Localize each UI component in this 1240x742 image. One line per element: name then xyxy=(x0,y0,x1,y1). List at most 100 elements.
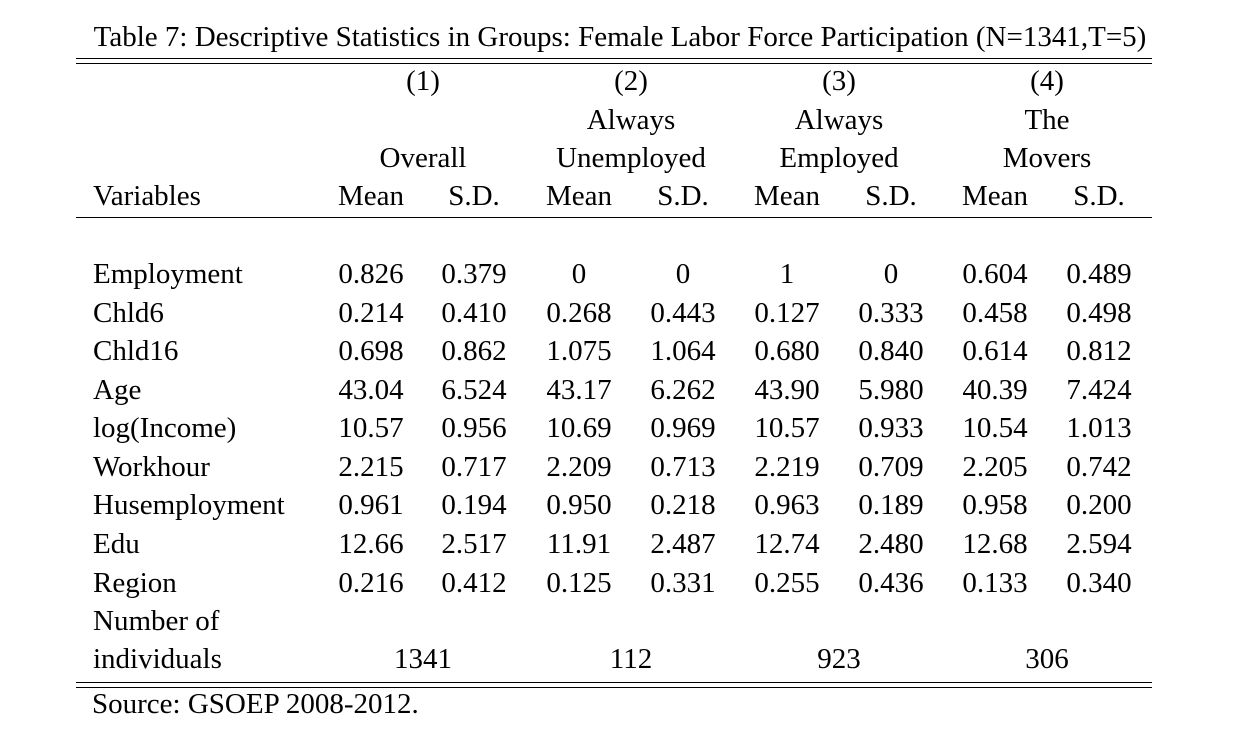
table-cell: 0 xyxy=(883,258,899,290)
table-cell: 6.524 xyxy=(441,374,507,406)
table-cell: 0.340 xyxy=(1066,567,1132,599)
top-rule-1 xyxy=(76,58,1152,59)
table-cell: 0.604 xyxy=(962,258,1028,290)
table-cell: 0.218 xyxy=(650,489,716,521)
table-cell: 0.969 xyxy=(650,412,716,444)
group-number: (2) xyxy=(614,65,648,97)
table-cell: 0.214 xyxy=(338,297,404,329)
table-cell: 0.200 xyxy=(1066,489,1132,521)
table-cell: 0.826 xyxy=(338,258,404,290)
table-cell: 5.980 xyxy=(858,374,924,406)
group-title-line2: Employed xyxy=(779,142,899,174)
stat-header: S.D. xyxy=(657,180,709,212)
stat-header: Mean xyxy=(961,180,1029,212)
bottom-rule-2 xyxy=(76,687,1152,688)
table-cell: 0.862 xyxy=(441,335,507,367)
table-cell: 0.713 xyxy=(650,451,716,483)
count-value: 923 xyxy=(817,643,861,675)
table-cell: 0.410 xyxy=(441,297,507,329)
table-cell: 2.219 xyxy=(754,451,820,483)
variables-header: Variables xyxy=(93,180,201,212)
stat-header: S.D. xyxy=(448,180,500,212)
row-label: Edu xyxy=(93,528,140,560)
stat-header: Mean xyxy=(753,180,821,212)
table-cell: 0 xyxy=(571,258,587,290)
table-cell: 0.614 xyxy=(962,335,1028,367)
row-label: Chld16 xyxy=(93,335,179,367)
table-cell: 0.443 xyxy=(650,297,716,329)
row-label: Chld6 xyxy=(93,297,164,329)
table-cell: 0.698 xyxy=(338,335,404,367)
table-cell: 10.57 xyxy=(338,412,404,444)
table-cell: 0.840 xyxy=(858,335,924,367)
stat-header: S.D. xyxy=(865,180,917,212)
table-cell: 0.489 xyxy=(1066,258,1132,290)
table-cell: 11.91 xyxy=(546,528,612,560)
table-cell: 12.74 xyxy=(754,528,820,560)
stat-header: Mean xyxy=(545,180,613,212)
row-label: Employment xyxy=(93,258,243,290)
table-cell: 0.125 xyxy=(546,567,612,599)
group-title-line1: Always xyxy=(794,104,884,136)
table-cell: 1.064 xyxy=(650,335,716,367)
table-cell: 43.04 xyxy=(338,374,404,406)
table-cell: 1.013 xyxy=(1066,412,1132,444)
table-cell: 0.709 xyxy=(858,451,924,483)
row-label: log(Income) xyxy=(93,412,237,444)
group-title-line1: Always xyxy=(586,104,676,136)
group-number: (3) xyxy=(822,65,856,97)
table-cell: 10.54 xyxy=(962,412,1028,444)
count-value: 112 xyxy=(609,643,653,675)
table-cell: 0.133 xyxy=(962,567,1028,599)
table-cell: 0.255 xyxy=(754,567,820,599)
table-cell: 12.66 xyxy=(338,528,404,560)
table-cell: 0.956 xyxy=(441,412,507,444)
row-label: Husemployment xyxy=(93,489,285,521)
group-title-line2: Overall xyxy=(379,142,467,174)
table-cell: 10.57 xyxy=(754,412,820,444)
table-cell: 12.68 xyxy=(962,528,1028,560)
table-cell: 0.333 xyxy=(858,297,924,329)
table-caption: Table 7: Descriptive Statistics in Group… xyxy=(93,21,1147,53)
row-label: Age xyxy=(93,374,142,406)
table-cell: 10.69 xyxy=(546,412,612,444)
table-cell: 43.17 xyxy=(546,374,612,406)
table-cell: 0.458 xyxy=(962,297,1028,329)
table-cell: 0.961 xyxy=(338,489,404,521)
row-label: Region xyxy=(93,567,177,599)
table-cell: 0.963 xyxy=(754,489,820,521)
table-cell: 0.379 xyxy=(441,258,507,290)
table-cell: 1 xyxy=(779,258,795,290)
table-cell: 0.189 xyxy=(858,489,924,521)
table-cell: 0.933 xyxy=(858,412,924,444)
table-cell: 2.209 xyxy=(546,451,612,483)
table-cell: 2.487 xyxy=(650,528,716,560)
top-rule-2 xyxy=(76,63,1152,64)
table-cell: 0.742 xyxy=(1066,451,1132,483)
table-cell: 0.194 xyxy=(441,489,507,521)
table-cell: 2.594 xyxy=(1066,528,1132,560)
count-label-line1: Number of xyxy=(93,605,220,637)
table-cell: 0.412 xyxy=(441,567,507,599)
group-number: (4) xyxy=(1030,65,1064,97)
table-cell: 0.216 xyxy=(338,567,404,599)
header-rule xyxy=(76,217,1152,218)
table-cell: 43.90 xyxy=(754,374,820,406)
table-cell: 2.205 xyxy=(962,451,1028,483)
table-cell: 0.498 xyxy=(1066,297,1132,329)
table-cell: 0.436 xyxy=(858,567,924,599)
count-value: 306 xyxy=(1025,643,1069,675)
group-title-line1: The xyxy=(1024,104,1070,136)
group-number: (1) xyxy=(406,65,440,97)
bottom-rule-1 xyxy=(76,682,1152,683)
table-cell: 2.480 xyxy=(858,528,924,560)
row-label: Workhour xyxy=(93,451,210,483)
table-cell: 0.812 xyxy=(1066,335,1132,367)
table-cell: 0.958 xyxy=(962,489,1028,521)
table-cell: 0.127 xyxy=(754,297,820,329)
table-cell: 2.215 xyxy=(338,451,404,483)
source-note: Source: GSOEP 2008-2012. xyxy=(92,688,419,720)
table-cell: 40.39 xyxy=(962,374,1028,406)
group-title-line2: Unemployed xyxy=(556,142,706,174)
table-cell: 1.075 xyxy=(546,335,612,367)
